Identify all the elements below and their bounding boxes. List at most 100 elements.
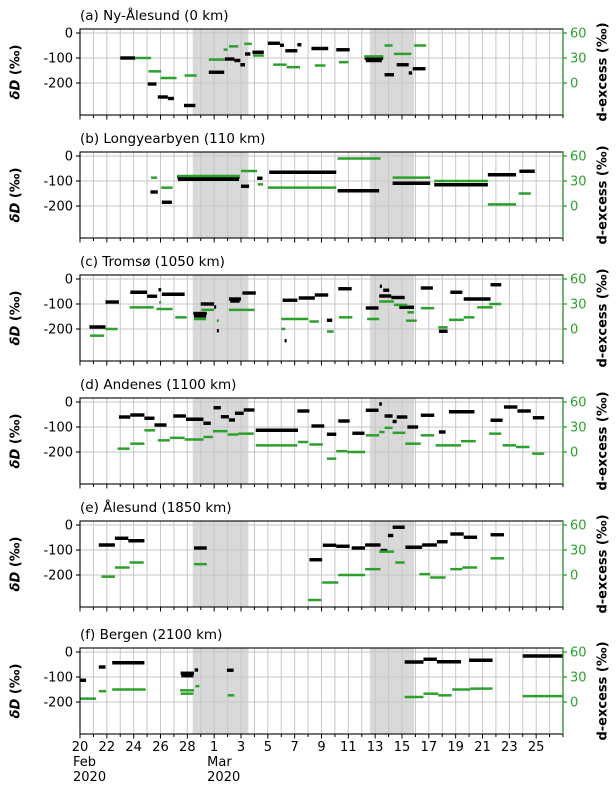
x-tick-label: 17 [421, 740, 438, 755]
panel-d-title: (d) Andenes (1100 km) [80, 377, 237, 393]
event-shading [192, 648, 249, 734]
series-deltaD [118, 402, 545, 436]
y-right-tick-label: 30 [570, 544, 587, 559]
y-right-tick-label: 0 [570, 200, 578, 215]
x-month-label: Mar [207, 755, 232, 770]
y-tick-label: -100 [43, 671, 73, 686]
y-right-tick-label: 60 [570, 396, 587, 411]
x-tick-label: 9 [317, 740, 325, 755]
event-shading [369, 398, 415, 484]
y-tick-label: -200 [43, 323, 73, 338]
y-tick-label: 0 [65, 273, 73, 288]
panel-e-title: (e) Ålesund (1850 km) [80, 500, 232, 516]
y-right-tick-label: 60 [570, 519, 587, 534]
left-axis-label: δD (‰) [8, 536, 24, 592]
series-d-excess [151, 157, 531, 206]
x-tick-label: 15 [394, 740, 411, 755]
y-tick-label: -100 [43, 52, 73, 67]
panel-a-title: (a) Ny-Ålesund (0 km) [80, 8, 229, 24]
y-tick-label: 0 [65, 150, 73, 165]
x-month-label: Feb [73, 755, 96, 770]
y-tick-label: -200 [43, 77, 73, 92]
x-tick-label: 24 [125, 740, 142, 755]
panel-c-title: (c) Tromsø (1050 km) [80, 254, 225, 270]
left-axis-label: δD (‰) [8, 413, 24, 469]
series-deltaD [120, 41, 426, 108]
right-axis-label: d-excess (‰) [595, 391, 611, 491]
series-deltaD [80, 654, 563, 682]
series-d-excess [90, 300, 502, 337]
x-tick-label: 5 [264, 740, 272, 755]
event-shading [192, 152, 249, 238]
left-axis-label: δD (‰) [8, 663, 24, 719]
event-shading [369, 152, 415, 238]
y-right-tick-label: 0 [570, 569, 578, 584]
y-right-tick-label: 30 [570, 52, 587, 67]
x-tick-label: 13 [367, 740, 384, 755]
x-year-label: 2020 [207, 770, 240, 785]
right-axis-label: d-excess (‰) [595, 22, 611, 122]
x-tick-label: 1 [210, 740, 218, 755]
x-tick-label: 26 [152, 740, 169, 755]
right-axis-label: d-excess (‰) [595, 145, 611, 245]
series-deltaD [150, 169, 535, 204]
y-tick-label: 0 [65, 519, 73, 534]
x-tick-label: 23 [501, 740, 518, 755]
x-tick-label: 22 [99, 740, 116, 755]
series-d-excess [135, 42, 427, 80]
y-right-tick-label: 0 [570, 77, 578, 92]
series-deltaD [98, 525, 504, 562]
y-tick-label: 0 [65, 646, 73, 661]
right-axis-label: d-excess (‰) [595, 268, 611, 368]
y-right-tick-label: 30 [570, 421, 587, 436]
left-axis-label: δD (‰) [8, 290, 24, 346]
series-d-excess [101, 550, 504, 602]
x-year-label: 2020 [73, 770, 106, 785]
y-right-tick-label: 60 [570, 150, 587, 165]
left-axis-label: δD (‰) [8, 167, 24, 223]
panel-d [76, 397, 567, 489]
panel-a [76, 28, 567, 120]
x-tick-label: 28 [179, 740, 196, 755]
y-tick-label: 0 [65, 396, 73, 411]
y-right-tick-label: 60 [570, 273, 587, 288]
series-d-excess [117, 426, 545, 460]
y-tick-label: -100 [43, 175, 73, 190]
y-right-tick-label: 60 [570, 27, 587, 42]
x-tick-label: 21 [474, 740, 491, 755]
y-right-tick-label: 30 [570, 175, 587, 190]
panel-f-title: (f) Bergen (2100 km) [80, 627, 223, 643]
right-axis-label: d-excess (‰) [595, 641, 611, 741]
x-tick-label: 7 [291, 740, 299, 755]
y-tick-label: 0 [65, 27, 73, 42]
y-right-tick-label: 0 [570, 446, 578, 461]
x-tick-label: 11 [340, 740, 357, 755]
y-right-tick-label: 30 [570, 298, 587, 313]
series-deltaD [89, 283, 502, 343]
y-tick-label: -200 [43, 200, 73, 215]
panel-f [76, 647, 567, 739]
x-tick-label: 20 [72, 740, 89, 755]
y-tick-label: -100 [43, 298, 73, 313]
right-axis-label: d-excess (‰) [595, 514, 611, 614]
series-d-excess [80, 684, 563, 700]
y-tick-label: -100 [43, 421, 73, 436]
panel-c [76, 274, 567, 366]
left-axis-label: δD (‰) [8, 44, 24, 100]
y-right-tick-label: 0 [570, 323, 578, 338]
y-right-tick-label: 60 [570, 646, 587, 661]
panel-e [76, 520, 567, 612]
panel-b [76, 151, 567, 243]
y-tick-label: -200 [43, 446, 73, 461]
y-tick-label: -200 [43, 569, 73, 584]
y-right-tick-label: 30 [570, 671, 587, 686]
y-tick-label: -200 [43, 696, 73, 711]
y-tick-label: -100 [43, 544, 73, 559]
x-tick-label: 3 [237, 740, 245, 755]
panel-b-title: (b) Longyearbyen (110 km) [80, 131, 266, 147]
y-right-tick-label: 0 [570, 696, 578, 711]
x-tick-label: 19 [447, 740, 464, 755]
x-tick-label: 25 [528, 740, 545, 755]
